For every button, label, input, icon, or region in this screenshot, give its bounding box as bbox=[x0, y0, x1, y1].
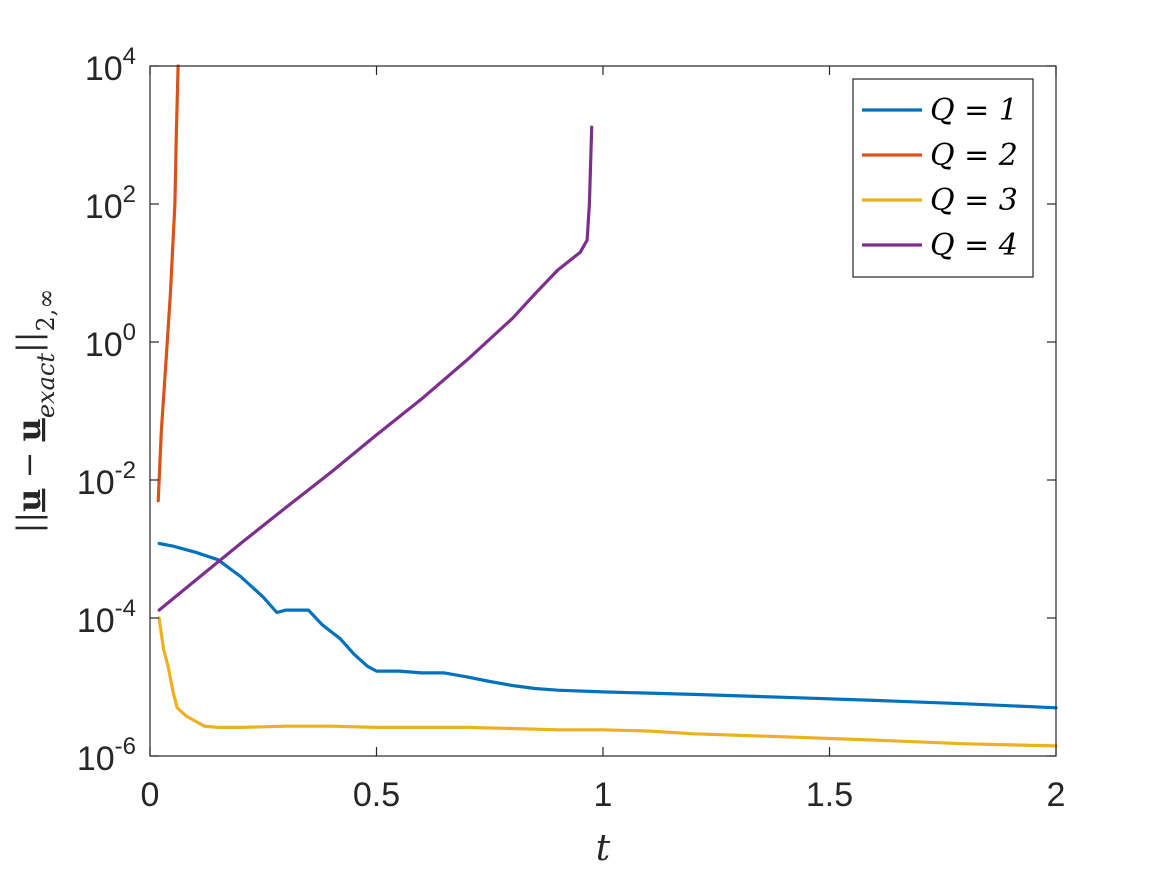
y-tick-label: 100 bbox=[85, 319, 136, 364]
y-axis-label: ||u − uexact||2,∞ bbox=[10, 289, 60, 534]
legend: Q = 1 Q = 2 Q = 3 Q = 4 bbox=[852, 78, 1034, 278]
y-label-minus: − bbox=[10, 441, 48, 488]
x-tick-label: 2 bbox=[1047, 776, 1066, 814]
y-tick-label: 104 bbox=[85, 43, 136, 88]
legend-label-q4: Q = 4 bbox=[930, 228, 1018, 263]
y-tick-label: 10-6 bbox=[77, 733, 136, 778]
x-tick-labels: 0 0.5 1 1.5 2 bbox=[141, 776, 1066, 814]
legend-label-q3: Q = 3 bbox=[930, 183, 1018, 218]
y-tick-label: 102 bbox=[85, 181, 136, 226]
y-tick-label: 10-2 bbox=[77, 457, 136, 502]
y-label-u-exact: u bbox=[10, 418, 48, 441]
x-tick-label: 0 bbox=[141, 776, 160, 814]
x-tick-label: 1 bbox=[594, 776, 613, 814]
y-tick-labels: 10-6 10-4 10-2 100 102 104 bbox=[77, 43, 136, 778]
y-label-exact-sub: exact bbox=[32, 353, 60, 418]
series-line-q1 bbox=[157, 541, 1058, 710]
ticks-layer bbox=[149, 65, 1057, 757]
x-axis-label: t bbox=[596, 828, 611, 869]
y-label-norm-sub: 2,∞ bbox=[32, 289, 60, 332]
x-tick-label: 0.5 bbox=[353, 776, 400, 814]
x-tick-label: 1.5 bbox=[806, 776, 853, 814]
series-line-q3 bbox=[157, 616, 1058, 748]
y-label-prefix: || bbox=[10, 512, 48, 534]
y-label-u: u bbox=[10, 489, 48, 512]
series-layer bbox=[156, 64, 1058, 748]
series-line-q4 bbox=[157, 125, 594, 612]
legend-label-q2: Q = 2 bbox=[930, 138, 1018, 173]
series-line-q2 bbox=[156, 64, 180, 503]
legend-label-q1: Q = 1 bbox=[930, 93, 1018, 128]
y-label-suffix: || bbox=[10, 331, 48, 353]
y-tick-label: 10-4 bbox=[77, 595, 136, 640]
